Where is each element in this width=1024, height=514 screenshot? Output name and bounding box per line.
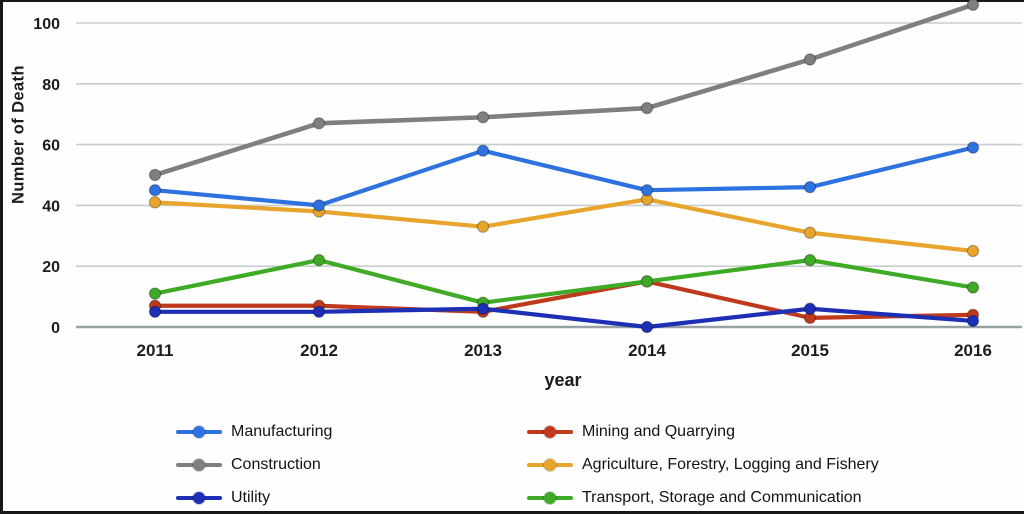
point-manufacturing-2015	[803, 180, 817, 194]
legend-label-mining-and-quarrying: Mining and Quarrying	[582, 422, 735, 440]
series-line-agriculture-forestry-logging-and-fishery	[152, 197, 976, 254]
y-tick-label-100: 100	[33, 16, 60, 33]
legend-item-transport-storage-and-communication: Transport, Storage and Communication	[527, 486, 879, 509]
x-tick-label-2016: 2016	[954, 341, 992, 360]
legend-dot-construction	[193, 458, 205, 471]
point-utility-2011	[148, 305, 162, 318]
figure-border-bottom	[0, 511, 1024, 514]
series-line-utility	[152, 306, 976, 330]
legend-dot-transport-storage-and-communication	[544, 491, 556, 504]
point-transport-storage-and-communication-2014	[640, 275, 654, 288]
x-tick-label-2013: 2013	[464, 341, 502, 360]
legend-dot-agriculture-forestry-logging-and-fishery	[544, 458, 556, 471]
legend-item-utility: Utility	[176, 486, 332, 509]
figure-border-left	[0, 0, 3, 514]
point-manufacturing-2016	[966, 141, 980, 154]
point-utility-2015	[803, 302, 817, 315]
x-tick-label-2015: 2015	[791, 341, 829, 360]
point-manufacturing-2012	[312, 199, 326, 212]
point-agriculture-forestry-logging-and-fishery-2013	[476, 220, 490, 233]
point-construction-2016	[966, 0, 980, 11]
legend-column-left: Manufacturing Construction Utility	[176, 420, 332, 514]
y-tick-label-80: 80	[42, 77, 60, 94]
x-tick-label-2012: 2012	[300, 341, 338, 360]
point-transport-storage-and-communication-2016	[966, 281, 980, 294]
point-agriculture-forestry-logging-and-fishery-2016	[966, 244, 980, 258]
legend-item-mining-and-quarrying: Mining and Quarrying	[527, 420, 879, 443]
series-line-construction	[152, 2, 976, 178]
y-tick-label-20: 20	[42, 259, 60, 276]
point-manufacturing-2011	[148, 183, 162, 197]
series-line-transport-storage-and-communication	[152, 258, 976, 305]
legend-label-agriculture-forestry-logging-and-fishery: Agriculture, Forestry, Logging and Fishe…	[582, 455, 879, 473]
series-line-mining-and-quarrying	[152, 279, 976, 320]
point-utility-2013	[476, 302, 490, 315]
point-construction-2013	[476, 111, 490, 124]
legend-marker-construction	[176, 458, 222, 471]
point-utility-2016	[966, 314, 980, 328]
series-line-manufacturing	[152, 145, 976, 208]
legend-marker-manufacturing	[176, 425, 222, 438]
point-manufacturing-2014	[640, 183, 654, 197]
point-transport-storage-and-communication-2015	[803, 253, 817, 267]
y-tick-label-0: 0	[51, 320, 60, 337]
legend-label-transport-storage-and-communication: Transport, Storage and Communication	[582, 488, 862, 506]
legend-dot-utility	[193, 491, 205, 504]
legend-dot-manufacturing	[193, 425, 205, 438]
x-tick-label-2011: 2011	[137, 341, 174, 360]
point-agriculture-forestry-logging-and-fishery-2011	[148, 196, 162, 209]
legend-column-right: Mining and Quarrying Agriculture, Forestr…	[527, 420, 879, 514]
point-manufacturing-2013	[476, 144, 490, 157]
legend-marker-utility	[176, 491, 222, 504]
legend-label-manufacturing: Manufacturing	[231, 422, 333, 440]
legend-item-manufacturing: Manufacturing	[176, 420, 332, 443]
x-tick-label-2014: 2014	[628, 341, 666, 360]
legend-dot-mining-and-quarrying	[544, 425, 556, 438]
chart-plot-area: 0 20 40 60 80 100 2011 2012 2013 2014 2015 2016	[33, 0, 1022, 360]
point-construction-2012	[312, 117, 326, 130]
point-transport-storage-and-communication-2012	[312, 253, 326, 267]
point-agriculture-forestry-logging-and-fishery-2015	[803, 226, 817, 239]
point-utility-2014	[640, 320, 654, 334]
x-axis-title: year	[544, 370, 582, 390]
point-utility-2012	[312, 305, 326, 318]
point-construction-2014	[640, 101, 654, 115]
legend-marker-transport-storage-and-communication	[527, 491, 573, 504]
point-construction-2015	[803, 53, 817, 66]
point-construction-2011	[148, 168, 162, 182]
legend-label-construction: Construction	[231, 455, 321, 473]
legend-label-utility: Utility	[231, 488, 271, 506]
y-tick-label-40: 40	[42, 198, 60, 215]
legend-item-agriculture-forestry-logging-and-fishery: Agriculture, Forestry, Logging and Fishe…	[527, 453, 879, 476]
legend-marker-mining-and-quarrying	[527, 425, 573, 438]
y-tick-label-60: 60	[42, 138, 60, 155]
legend-item-construction: Construction	[176, 453, 332, 476]
point-transport-storage-and-communication-2011	[148, 287, 162, 300]
figure-border-top	[0, 0, 1024, 2]
legend-marker-agriculture-forestry-logging-and-fishery	[527, 458, 573, 471]
